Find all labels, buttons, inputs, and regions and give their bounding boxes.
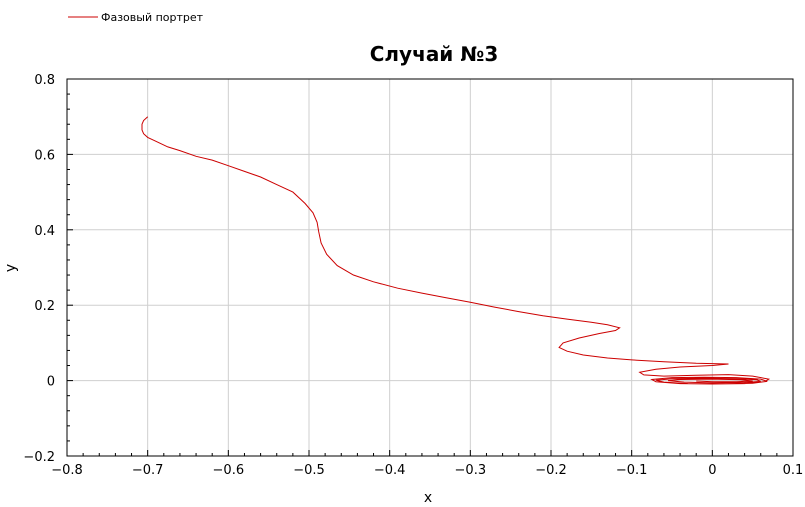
series-line-phase-portrait	[141, 116, 771, 385]
x-tick-label: −0.3	[455, 463, 487, 478]
x-tick-labels: −0.8 −0.7 −0.6 −0.5 −0.4 −0.3 −0.2 −0.1 0 0.1	[51, 463, 803, 478]
y-tick-label: 0.2	[34, 299, 55, 314]
x-tick-label: 0.1	[783, 463, 804, 478]
x-tick-label: −0.5	[293, 463, 325, 478]
legend-label: Фазовый портрет	[101, 11, 204, 24]
y-tick-label: −0.2	[23, 450, 55, 465]
chart-title: Случай №3	[370, 42, 499, 66]
x-tick-label: −0.2	[535, 463, 567, 478]
axis-ticks	[66, 78, 794, 457]
x-tick-label: −0.8	[51, 463, 83, 478]
plot-area-frame	[66, 78, 794, 457]
y-tick-label: 0	[47, 375, 55, 390]
y-tick-label: 0.4	[34, 224, 55, 239]
y-tick-label: 0.6	[34, 148, 55, 163]
grid	[67, 79, 793, 456]
x-tick-label: −0.1	[616, 463, 648, 478]
x-tick-label: −0.7	[132, 463, 164, 478]
y-axis-label: y	[3, 264, 19, 272]
y-tick-label: 0.8	[34, 73, 55, 88]
x-tick-label: −0.4	[374, 463, 406, 478]
x-tick-label: −0.6	[213, 463, 245, 478]
x-tick-label: 0	[708, 463, 716, 478]
y-tick-labels: −0.2 0 0.2 0.4 0.6 0.8	[23, 73, 55, 465]
x-axis-label: x	[424, 490, 432, 506]
legend: Фазовый портрет	[68, 11, 204, 24]
